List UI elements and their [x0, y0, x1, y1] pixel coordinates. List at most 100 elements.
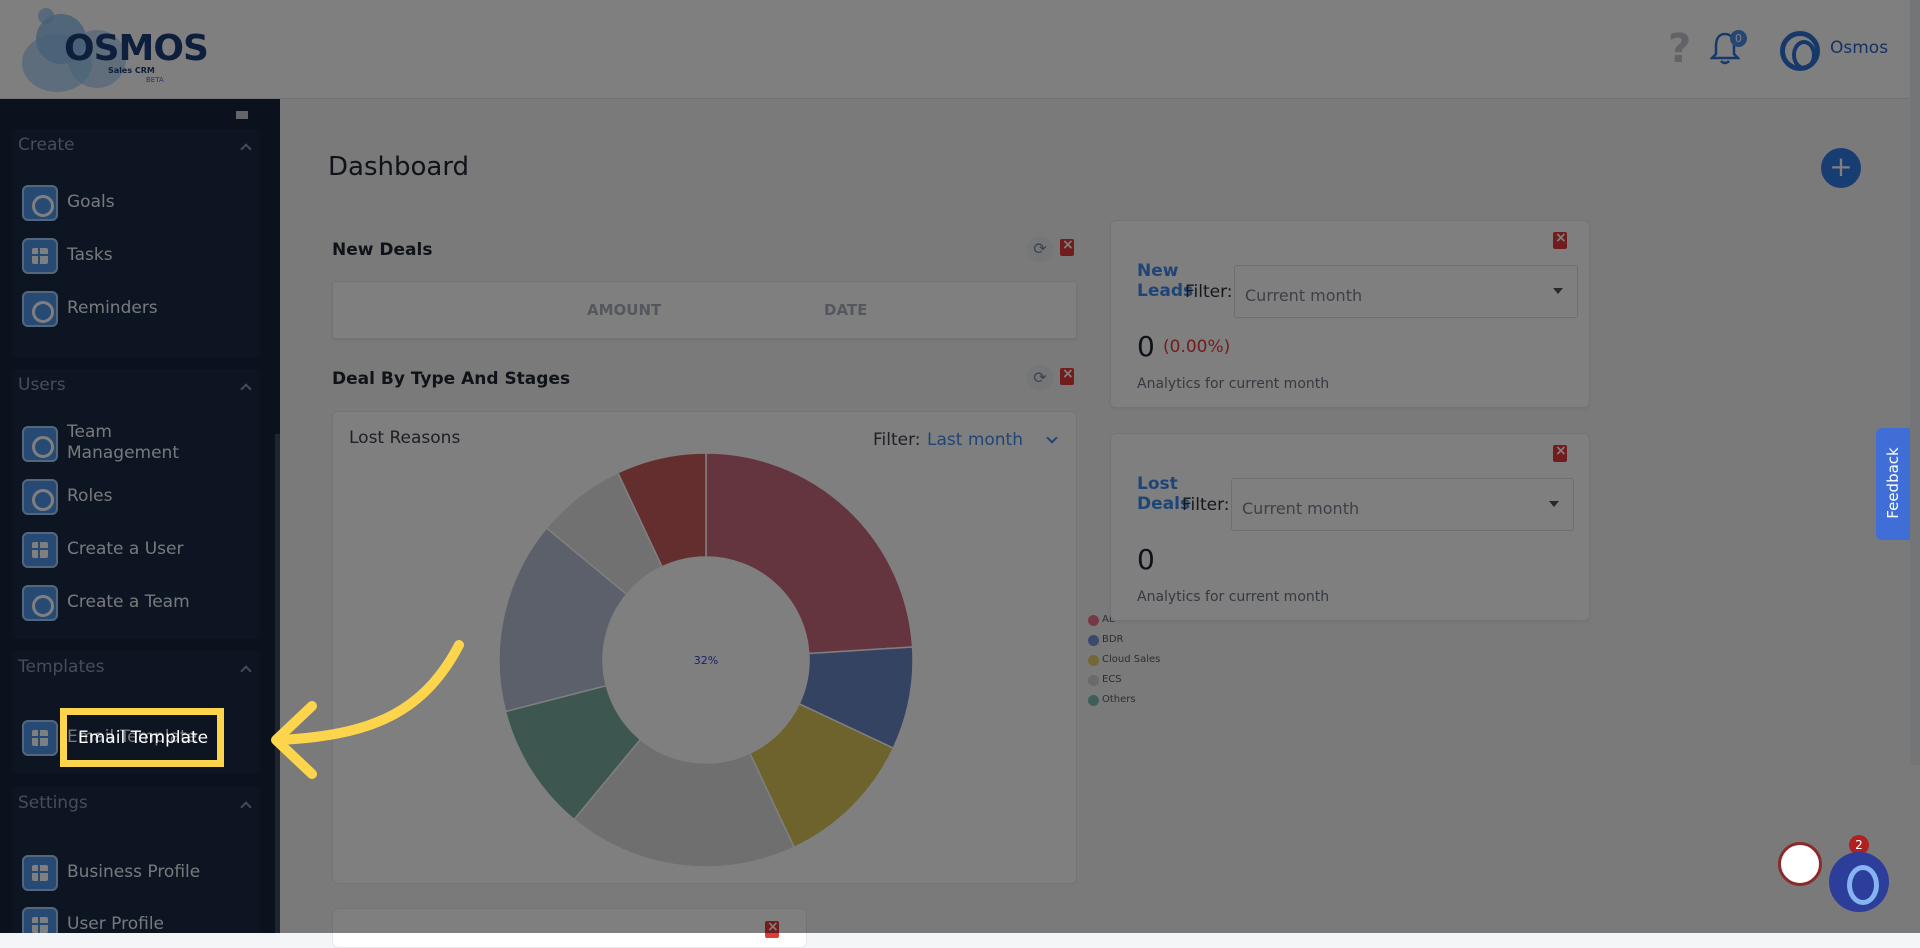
column-header-date[interactable]: DATE	[824, 301, 868, 319]
chart-filter-label: Filter:	[873, 430, 921, 450]
feedback-label: Feedback	[1884, 447, 1902, 519]
legend-label: ECS	[1102, 674, 1122, 685]
lost-deals-count: 0	[1137, 543, 1155, 576]
grid-icon	[22, 907, 58, 933]
legend-dot-icon	[1088, 695, 1099, 706]
legend-dot-icon	[1088, 655, 1099, 666]
sidebar-item-label: Roles	[67, 486, 113, 506]
select-value: Current month	[1245, 286, 1363, 305]
new-leads-note: Analytics for current month	[1137, 376, 1330, 392]
bell-icon	[22, 291, 58, 327]
osmos-logo[interactable]: OSMOS Sales CRM BETA	[22, 8, 209, 92]
chat-badge: 2	[1849, 835, 1869, 855]
new-leads-filter-select[interactable]: Current month	[1234, 265, 1578, 318]
chevron-up-icon[interactable]	[240, 801, 252, 813]
lost-deals-card: Lost Deals Filter: Current month 0 Analy…	[1110, 433, 1590, 621]
sidebar-item-team-management[interactable]: Team Management	[22, 422, 238, 464]
legend-item[interactable]: Cloud Sales	[1088, 652, 1160, 672]
logo-badge: BETA	[146, 76, 164, 84]
section-title[interactable]: Templates	[18, 657, 105, 677]
column-header-amount[interactable]: AMOUNT	[587, 301, 662, 319]
team-icon	[22, 426, 58, 462]
trash-icon[interactable]	[765, 919, 779, 938]
document-icon	[22, 855, 58, 891]
user-name[interactable]: Osmos	[1830, 38, 1889, 58]
sidebar-item-label: Reminders	[67, 298, 158, 318]
sidebar: Create Goals Tasks Reminders Users Team …	[0, 99, 280, 933]
chevron-up-icon[interactable]	[240, 143, 252, 155]
notification-badge: 0	[1730, 30, 1747, 47]
sidebar-item-label: Create a User	[67, 539, 184, 559]
legend-dot-icon	[1088, 675, 1099, 686]
legend-label: BDR	[1102, 634, 1124, 645]
lost-deals-filter-select[interactable]: Current month	[1231, 478, 1574, 531]
collapse-icon[interactable]	[236, 111, 248, 119]
widget-card	[332, 908, 807, 948]
chevron-up-icon[interactable]	[240, 665, 252, 677]
lost-reasons-card: Lost Reasons Filter: Last month	[332, 411, 1077, 884]
sidebar-scrollbar[interactable]	[275, 434, 280, 933]
trash-icon[interactable]	[1553, 443, 1567, 462]
trash-icon[interactable]	[1060, 237, 1074, 256]
trash-icon[interactable]	[1553, 230, 1567, 249]
deal-by-type-title: Deal By Type And Stages	[332, 369, 571, 389]
highlighted-email-template[interactable]: Email Template	[78, 728, 209, 748]
chart-subtitle: Lost Reasons	[349, 428, 461, 448]
sidebar-item-goals[interactable]: Goals	[22, 183, 238, 223]
section-title[interactable]: Settings	[18, 793, 88, 813]
grid-icon	[22, 532, 58, 568]
new-deals-title: New Deals	[332, 240, 433, 260]
trash-icon[interactable]	[1060, 366, 1074, 385]
sidebar-item-tasks[interactable]: Tasks	[22, 236, 238, 276]
document-icon	[22, 720, 58, 756]
select-value: Current month	[1242, 499, 1360, 518]
sidebar-item-label: Business Profile	[67, 862, 201, 882]
page-scrollbar[interactable]	[1910, 0, 1920, 765]
sidebar-item-roles[interactable]: Roles	[22, 477, 238, 517]
new-deals-table: AMOUNT DATE	[332, 281, 1077, 339]
highlight-box	[60, 708, 224, 767]
new-leads-count: 0	[1137, 330, 1155, 363]
target-icon	[22, 185, 58, 221]
sidebar-item-label: Team Management	[67, 422, 179, 463]
logo-subtitle: Sales CRM	[108, 66, 155, 75]
new-leads-card: New Leads Filter: Current month 0 (0.00%…	[1110, 220, 1590, 408]
chat-launcher-icon[interactable]	[1829, 852, 1889, 912]
refresh-icon[interactable]: ⟳	[1027, 365, 1053, 391]
sidebar-item-business-profile[interactable]: Business Profile	[22, 853, 238, 893]
section-title[interactable]: Create	[18, 135, 75, 155]
help-icon[interactable]: ?	[1668, 26, 1692, 72]
caret-down-icon	[1553, 288, 1563, 294]
section-title[interactable]: Users	[18, 375, 66, 395]
filter-label: Filter:	[1182, 495, 1230, 515]
sidebar-item-reminders[interactable]: Reminders	[22, 289, 238, 329]
checklist-icon	[22, 238, 58, 274]
team-gear-icon	[22, 585, 58, 621]
legend-dot-icon	[1088, 615, 1099, 626]
sidebar-item-label: Tasks	[67, 245, 113, 265]
chat-icon[interactable]	[1778, 842, 1822, 886]
chevron-down-icon[interactable]	[1046, 432, 1058, 444]
sidebar-item-create-team[interactable]: Create a Team	[22, 583, 238, 623]
sidebar-item-label: Goals	[67, 192, 115, 212]
legend-item[interactable]: Others	[1088, 692, 1160, 712]
new-leads-percent: (0.00%)	[1163, 337, 1231, 357]
add-widget-button[interactable]: +	[1821, 148, 1861, 188]
feedback-tab[interactable]: Feedback	[1876, 428, 1910, 540]
chevron-up-icon[interactable]	[240, 383, 252, 395]
legend-dot-icon	[1088, 635, 1099, 646]
page-title: Dashboard	[328, 152, 470, 182]
chart-filter-select[interactable]: Last month	[927, 430, 1023, 450]
refresh-icon[interactable]: ⟳	[1027, 236, 1053, 262]
legend-label: Cloud Sales	[1102, 654, 1161, 665]
sidebar-item-label: User Profile	[67, 914, 165, 933]
chart-legend: AE BDR Cloud Sales ECS Others	[1088, 612, 1160, 712]
user-avatar[interactable]	[1780, 31, 1820, 71]
sidebar-item-user-profile[interactable]: User Profile	[22, 905, 238, 933]
legend-item[interactable]: BDR	[1088, 632, 1160, 652]
legend-item[interactable]: ECS	[1088, 672, 1160, 692]
caret-down-icon	[1549, 501, 1559, 507]
roles-icon	[22, 479, 58, 515]
logo-text: OSMOS	[64, 28, 209, 69]
sidebar-item-create-user[interactable]: Create a User	[22, 530, 238, 570]
